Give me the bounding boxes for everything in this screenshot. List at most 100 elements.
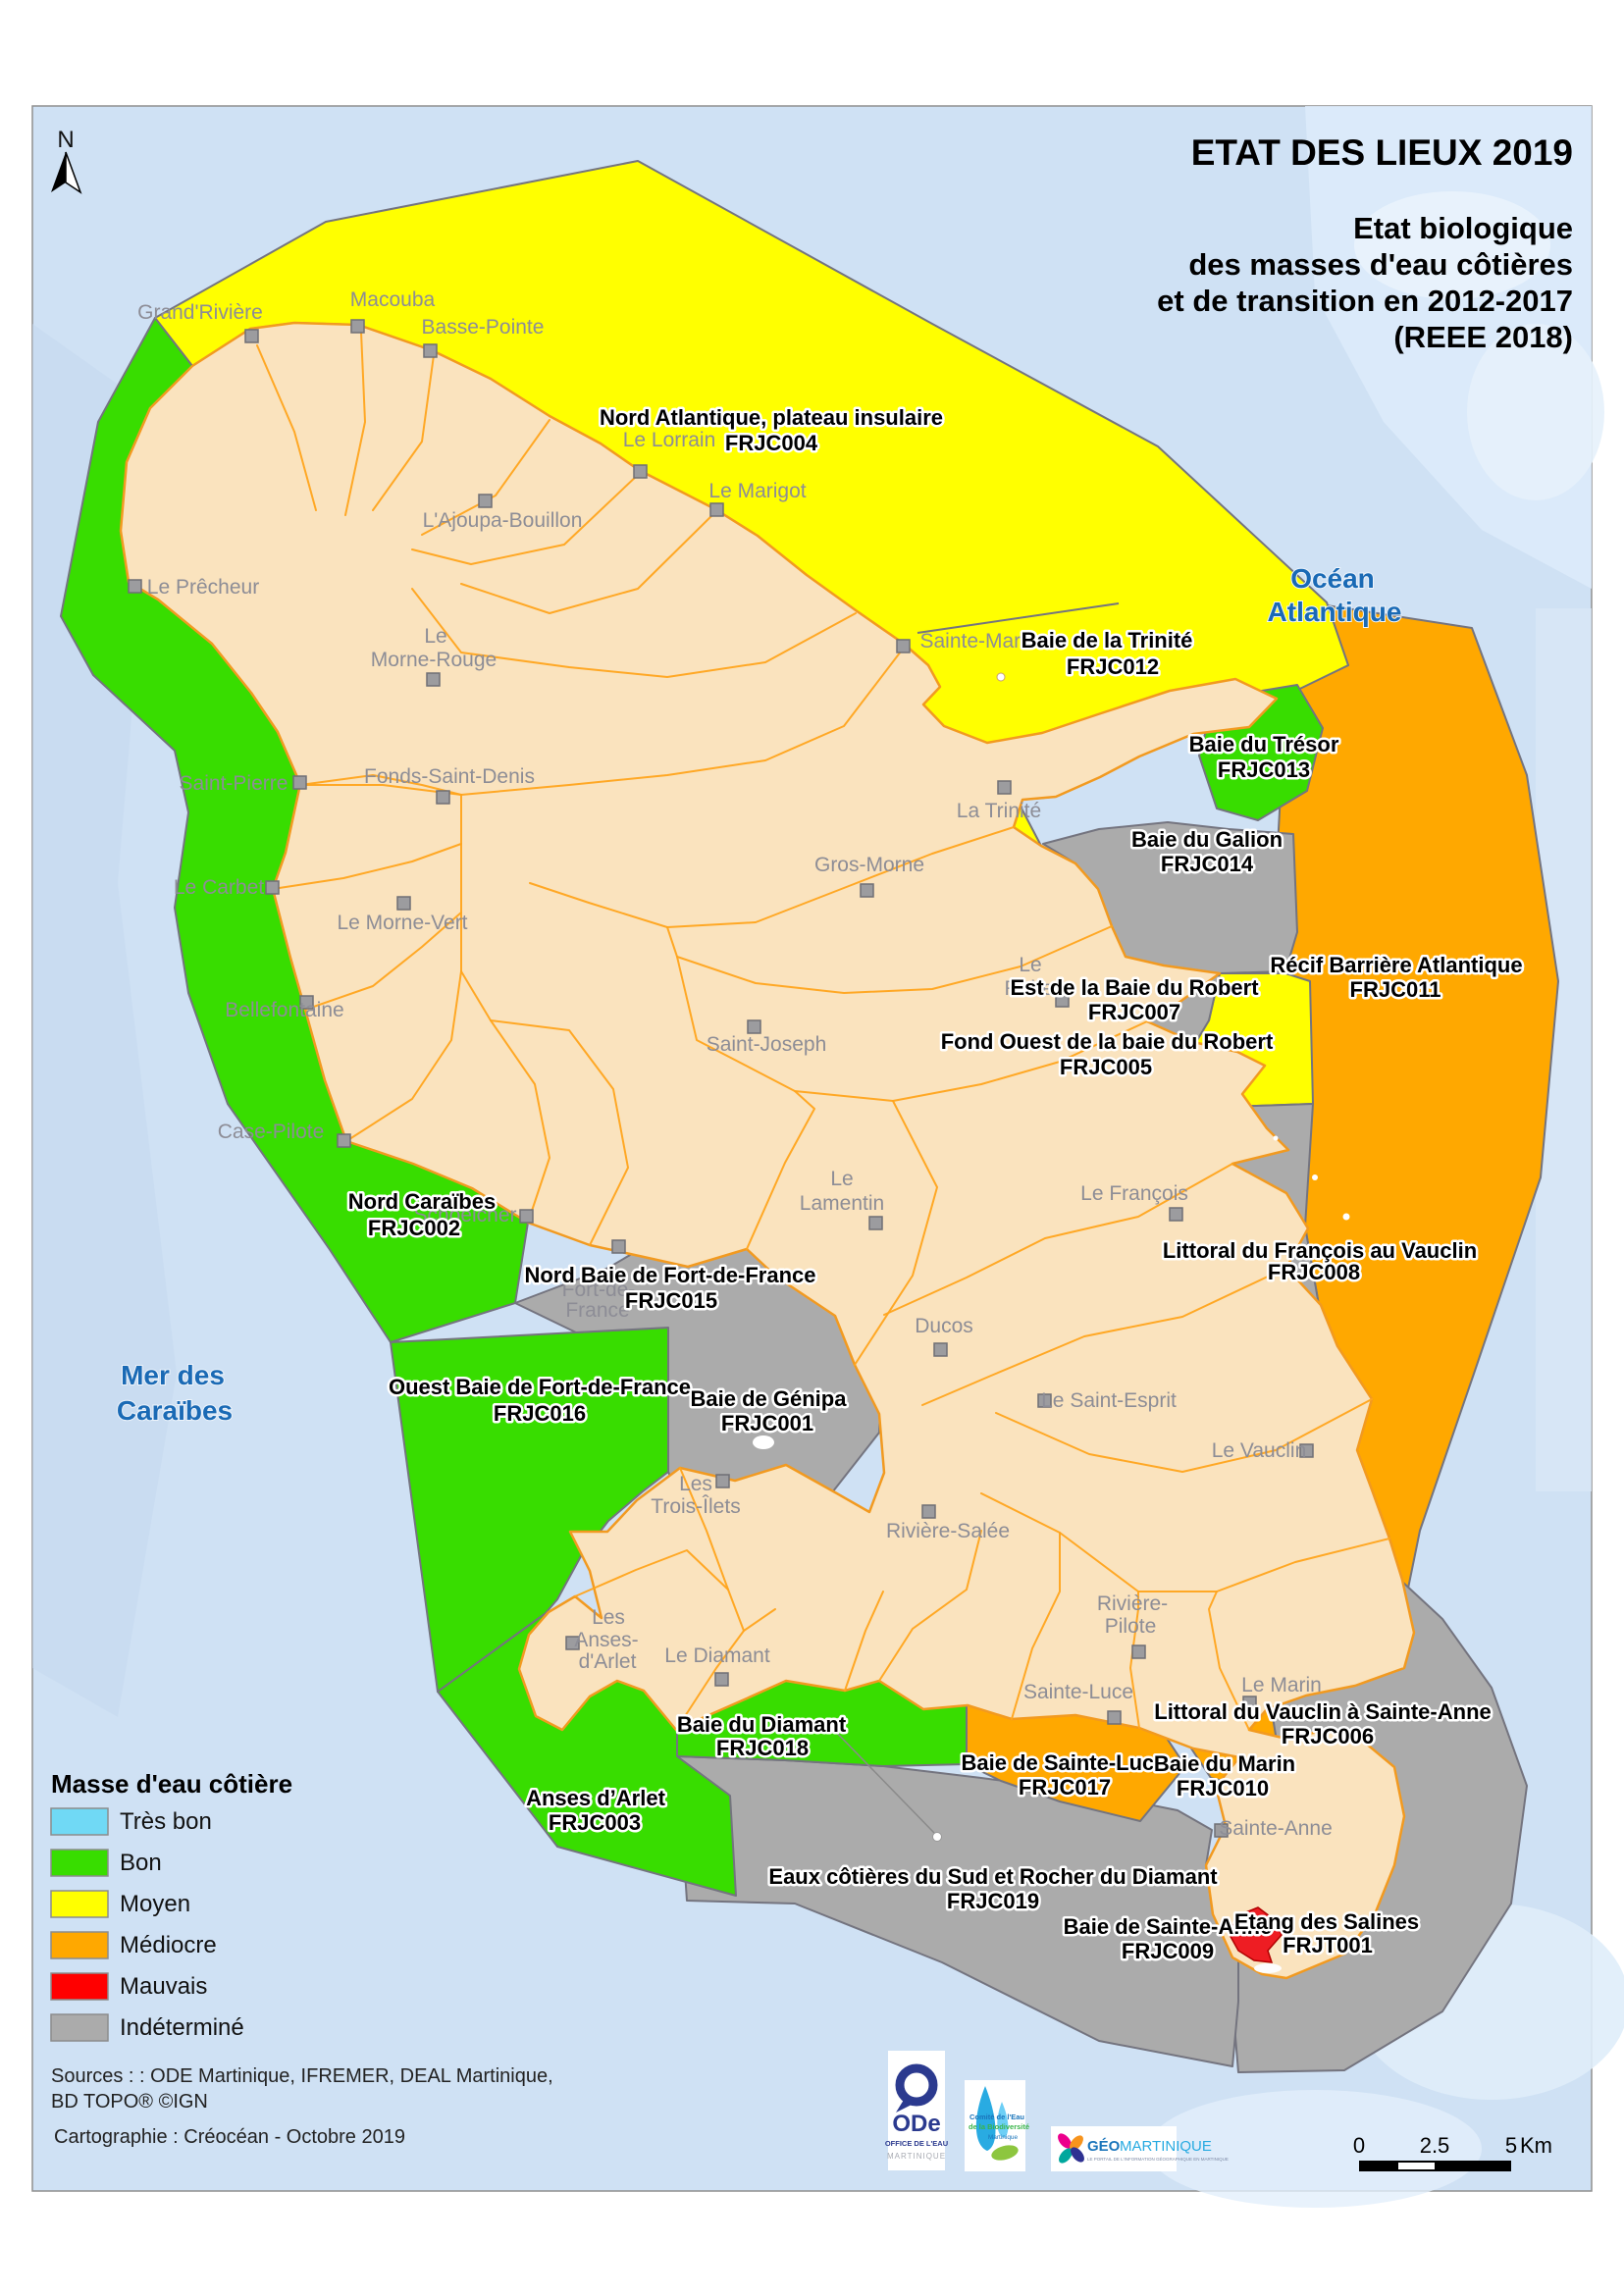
ode-ring-icon [895,2063,938,2107]
sea-patch [1354,191,1550,299]
ocean-label: Atlantique [1268,597,1402,627]
town-label: Sainte-Anne [1219,1817,1333,1840]
town-label: Anses- [574,1629,638,1651]
scale-tick: 5 [1505,2133,1517,2158]
scale-bar: 0 2.5 5 Km [1353,2133,1552,2171]
diamond-rock [932,1832,942,1842]
north-label: N [57,127,74,153]
zone-name: Nord Caraïbes [348,1189,496,1214]
legend-label: Bon [120,1850,162,1876]
logo-geomartinique: GÉO MARTINIQUE LE PORTAIL DE L'INFORMATI… [1051,2126,1229,2171]
zone-name: Littoral du Vauclin à Sainte-Anne [1154,1699,1492,1724]
town-marker [1299,1443,1314,1458]
town-marker [292,775,307,790]
town-label: Lamentin [800,1192,884,1215]
commune-boundaries [256,331,1390,1731]
town-marker [860,883,874,898]
legend-label: Très bon [120,1808,212,1835]
town-label: Le Carbet [174,876,264,899]
zone-code: FRJC018 [716,1736,809,1760]
sea-name-labels: Océan Atlantique Mer des Caraïbes [116,562,1403,1427]
legend-label: Indéterminé [120,2014,244,2041]
geo-light-text: MARTINIQUE [1120,2138,1212,2155]
town-label: Le Marin [1241,1674,1322,1696]
zone-name: Est de la Baie du Robert [1010,975,1259,1000]
town-label: Basse-Pointe [422,316,545,339]
town-label: Morne-Rouge [371,649,497,671]
ode-martinique-text: MARTINIQUE [887,2152,946,2161]
town-label: Gros-Morne [814,854,924,876]
comite-text: Comité de l'Eau [969,2113,1024,2121]
zone-code: FRJC012 [1067,654,1159,679]
zone-code: FRJC007 [1088,1000,1180,1024]
zone-code: FRJC014 [1161,852,1254,876]
sources-line: BD TOPO® ©IGN [51,2091,208,2113]
ocean-label: Océan [1290,563,1375,594]
town-label: Macouba [350,288,436,311]
town-label: Le Saint-Esprit [1041,1389,1177,1412]
town-label: Le [1019,954,1041,976]
town-marker [1242,1696,1257,1710]
zone-code: FRJC019 [947,1889,1039,1913]
zone-labels: Nord Atlantique, plateau insulaire FRJC0… [345,403,1525,1966]
ode-office-text: OFFICE DE L'EAU [885,2139,948,2148]
pond-genipa [753,1435,774,1449]
zone-name: Baie du Diamant [677,1712,847,1737]
town-marker [1169,1207,1183,1222]
caribbean-label: Mer des [121,1360,225,1390]
town-label: Le Prêcheur [147,576,259,599]
zone-name: Baie du Marin [1154,1751,1295,1776]
town-marker [265,880,280,895]
zone-name: Baie de Génipa [691,1386,848,1411]
town-label: L'Ajoupa-Bouillon [423,509,583,532]
page-title: ETAT DES LIEUX 2019 [1191,132,1573,173]
town-marker [423,343,438,358]
town-label: Le Marigot [708,480,806,502]
zone-frjt001 [1228,1906,1283,1963]
salt-pond [1254,1963,1282,1973]
scale-tick: 0 [1353,2133,1365,2158]
town-marker [921,1504,936,1519]
sources-block: Sources : : ODE Martinique, IFREMER, DEA… [51,2065,553,2148]
scale-tick: 2.5 [1420,2133,1450,2158]
town-label: Trois-Îlets [651,1495,740,1518]
town-marker [396,896,411,911]
town-label: Grand'Rivière [137,301,263,324]
geo-pin-icon [1058,2133,1072,2149]
town-label: Le François [1080,1182,1188,1205]
town-label: Le Morne-Vert [337,912,467,934]
town-marker [565,1636,580,1650]
town-marker [337,1133,351,1148]
legend-swatch-tres-bon [50,1807,109,1836]
town-label: Les [592,1606,625,1629]
town-marker [1214,1823,1229,1838]
town-label: Le Diamant [664,1644,770,1667]
zone-code: FRJC017 [1019,1775,1111,1800]
town-label: Pilote [1105,1615,1157,1638]
water-drop-small-icon [997,2102,1009,2138]
town-marker [478,494,493,508]
zone-name: Nord Atlantique, plateau insulaire [600,405,943,430]
zone-code: FRJC004 [725,431,818,455]
geo-pin-icon [1059,2148,1073,2164]
town-marker [1131,1644,1146,1659]
north-arrow-right [65,151,82,194]
ode-ring-tail [896,2100,912,2113]
town-label: Fonds-Saint-Denis [364,765,535,788]
zone-name: Baie de Sainte-Anne [1064,1914,1273,1939]
islet [1312,1174,1318,1180]
sea-deep-west [32,324,177,1717]
zone-code: FRJC003 [549,1810,641,1835]
logo-comite: Comité de l'Eau de la Biodiversité Marti… [965,2080,1029,2171]
zone-name: Baie de la Trinité [1022,628,1193,652]
zone-name: Nord Baie de Fort-de-France [524,1263,815,1287]
legend-title: Masse d'eau côtière [51,1769,292,1799]
subtitle-line: des masses d'eau côtières [1188,247,1573,282]
cartography-line: Cartographie : Créocéan - Octobre 2019 [54,2126,405,2148]
zone-name: Anses d’Arlet [526,1786,665,1810]
town-marker [1055,993,1070,1008]
town-label: d'Arlet [579,1650,637,1673]
town-label: Case-Pilote [218,1121,325,1143]
town-marker [1037,1393,1052,1408]
